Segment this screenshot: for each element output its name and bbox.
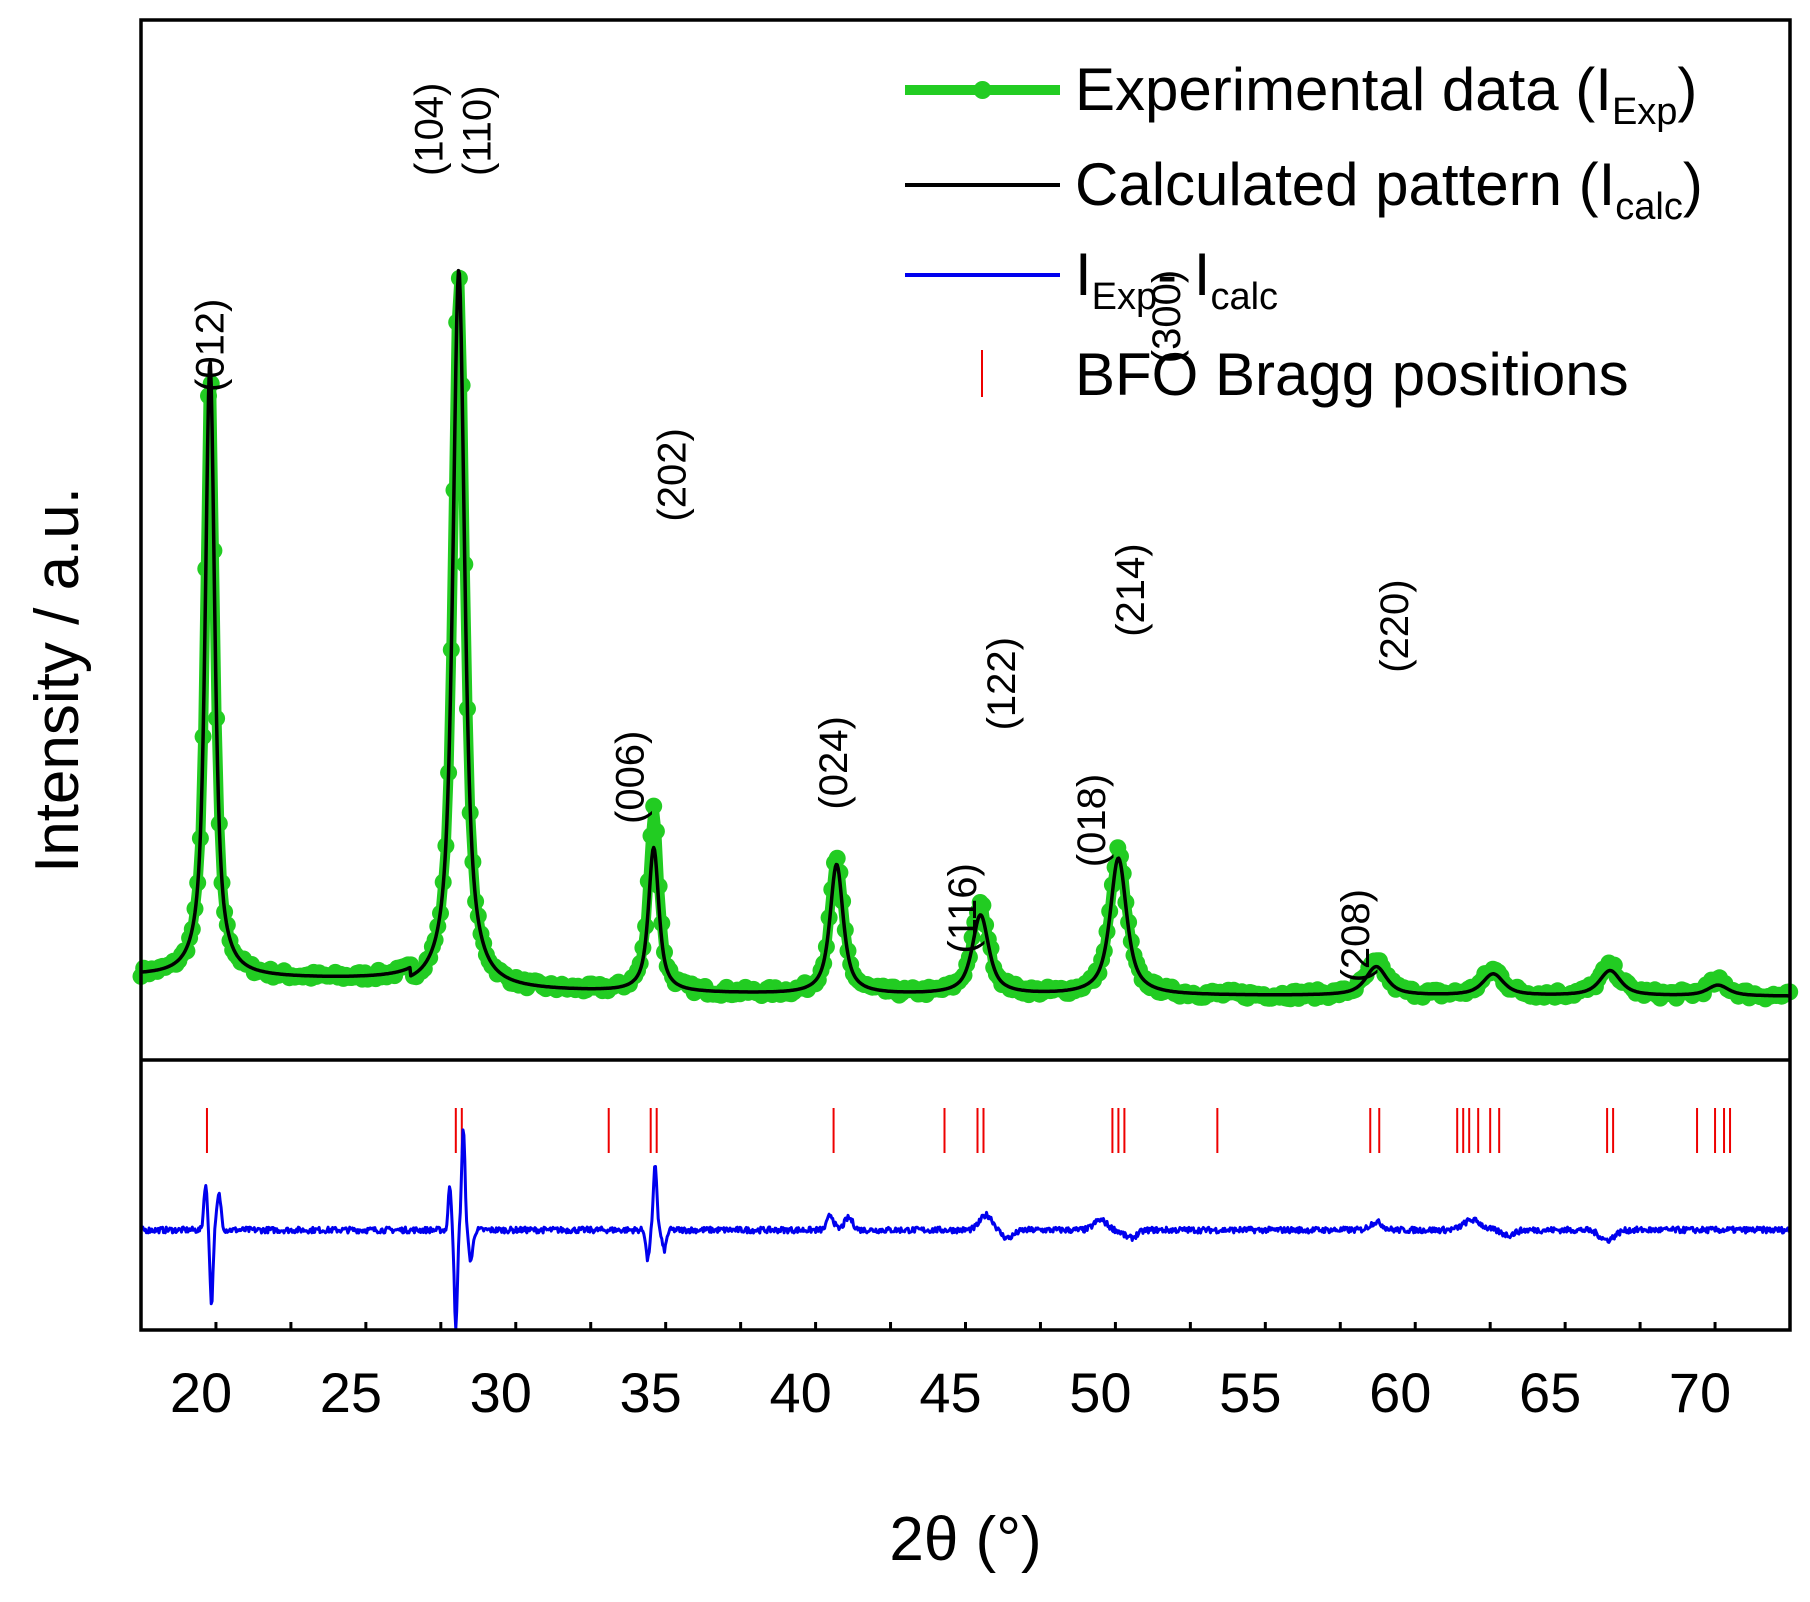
x-tick-label: 60: [1369, 1361, 1431, 1424]
bragg-ticks: [205, 1108, 1732, 1153]
legend-label: Experimental data (IExp): [1075, 56, 1697, 133]
legend-label: Calculated pattern (Icalc): [1075, 151, 1703, 228]
x-tick-label: 65: [1519, 1361, 1581, 1424]
peak-label: (018): [1070, 774, 1114, 867]
x-tick-label: 35: [620, 1361, 682, 1424]
x-tick-label: 25: [320, 1361, 382, 1424]
legend-label-subscript: Exp: [1612, 91, 1677, 133]
y-axis-title: Intensity / a.u.: [23, 487, 92, 873]
legend-label-main: I: [1075, 241, 1092, 308]
peak-label: (110): [455, 86, 499, 176]
peak-label: (104): [407, 83, 451, 176]
peak-label: (220): [1373, 579, 1417, 672]
series-lines: [132, 268, 1799, 1331]
legend: Experimental data (IExp)Calculated patte…: [905, 56, 1703, 408]
x-axis-ticks: 20 25 30 35 40 45 50 55 60 65 70: [139, 1322, 1792, 1424]
peak-label: (006): [608, 731, 652, 824]
x-tick-label: 30: [470, 1361, 532, 1424]
x-tick-label: 20: [170, 1361, 232, 1424]
peak-label: (116): [941, 863, 985, 953]
legend-label-subscript: calc: [1615, 186, 1683, 228]
legend-item-bragg: BFO Bragg positions: [981, 341, 1629, 408]
peak-label: (024): [812, 716, 856, 809]
peak-label: (208): [1334, 889, 1378, 982]
legend-label-end: ): [1683, 151, 1703, 218]
x-tick-label: 55: [1219, 1361, 1281, 1424]
legend-label-main: Experimental data (I: [1075, 56, 1612, 123]
calculated-line: [140, 268, 1791, 998]
legend-label: IExp- Icalc: [1075, 241, 1278, 318]
x-tick-label: 40: [769, 1361, 831, 1424]
legend-label-main: Calculated pattern (I: [1075, 151, 1615, 218]
peak-label: (214): [1109, 543, 1153, 636]
legend-label-mid: - I: [1157, 241, 1210, 308]
peak-label: (300): [1145, 270, 1189, 363]
x-axis-title: 2θ (°): [889, 1505, 1041, 1574]
legend-label-subscript: Exp: [1092, 276, 1157, 318]
legend-swatch-marker: [973, 81, 992, 99]
legend-label-main: BFO Bragg positions: [1075, 341, 1629, 408]
legend-item-difference: IExp- Icalc: [905, 241, 1278, 318]
difference-line: [139, 1128, 1791, 1331]
x-tick-label: 45: [919, 1361, 981, 1424]
peak-label: (122): [980, 637, 1024, 730]
legend-label: BFO Bragg positions: [1075, 341, 1629, 408]
x-tick-label: 70: [1669, 1361, 1731, 1424]
legend-label-subscript: calc: [1210, 276, 1278, 318]
legend-label-end: ): [1677, 56, 1697, 123]
x-tick-label: 50: [1069, 1361, 1131, 1424]
peak-label: (012): [189, 299, 233, 392]
peak-labels: (012) (104) (110) (006) (202) (024) (116) (122)…: [189, 83, 1417, 983]
peak-label: (202): [650, 428, 694, 521]
legend-item-calculated: Calculated pattern (Icalc): [905, 151, 1703, 228]
legend-item-experimental: Experimental data (IExp): [905, 56, 1697, 133]
